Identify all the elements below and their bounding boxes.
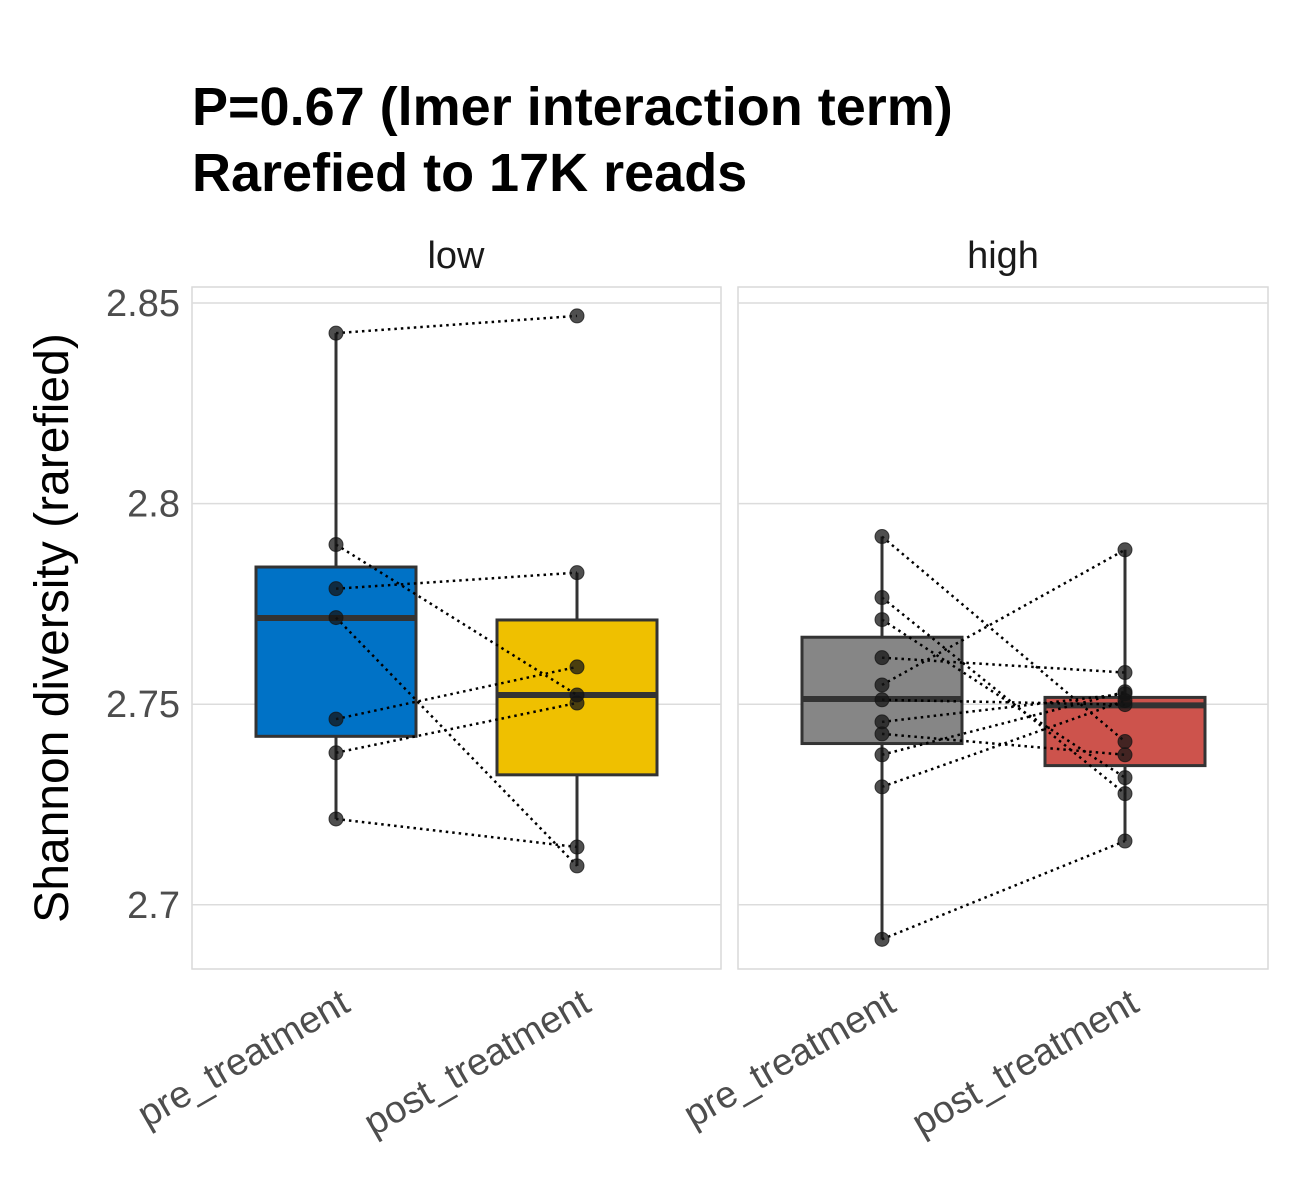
data-point-post bbox=[1117, 770, 1133, 786]
data-point-post bbox=[1117, 786, 1133, 802]
panel-border bbox=[737, 286, 1269, 970]
data-point-pre bbox=[874, 677, 890, 693]
x-tick-label: post_treatment bbox=[905, 981, 1146, 1144]
pair-line bbox=[881, 656, 1126, 674]
pair-line bbox=[881, 699, 1126, 789]
pair-line bbox=[881, 698, 1126, 706]
pair-line bbox=[881, 732, 1126, 757]
data-point-post bbox=[1117, 542, 1133, 558]
facet-high: high bbox=[737, 235, 1269, 970]
data-point-post bbox=[1117, 693, 1133, 709]
pair-line bbox=[335, 665, 578, 721]
facet-low: low bbox=[191, 235, 722, 970]
y-axis-label: Shannon diversity (rarefied) bbox=[26, 333, 79, 923]
x-tick-label: pre_treatment bbox=[131, 981, 357, 1136]
y-tick-label: 2.8 bbox=[127, 484, 180, 526]
data-point-pre bbox=[328, 610, 344, 626]
facet-label-high: high bbox=[967, 235, 1039, 277]
data-point-post bbox=[1117, 747, 1133, 763]
data-point-pre bbox=[874, 747, 890, 763]
panel-border bbox=[191, 286, 722, 970]
y-tick-label: 2.75 bbox=[106, 684, 180, 726]
data-point-post bbox=[569, 565, 585, 581]
data-point-post bbox=[1117, 833, 1133, 849]
data-point-pre bbox=[328, 581, 344, 597]
data-point-pre bbox=[874, 529, 890, 545]
data-point-pre bbox=[328, 711, 344, 727]
facet-label-low: low bbox=[427, 235, 485, 277]
data-point-pre bbox=[328, 325, 344, 341]
data-point-post bbox=[569, 695, 585, 711]
x-tick-label: post_treatment bbox=[357, 981, 598, 1144]
x-axis-ticks: pre_treatment post_treatment pre_treatment… bbox=[131, 981, 1146, 1144]
data-point-post bbox=[1117, 665, 1133, 681]
pair-line bbox=[881, 692, 1126, 724]
pair-line bbox=[881, 535, 1126, 743]
y-tick-label: 2.85 bbox=[106, 283, 180, 325]
data-point-pre bbox=[874, 779, 890, 795]
data-point-pre bbox=[874, 931, 890, 947]
x-tick-label: pre_treatment bbox=[677, 981, 903, 1136]
pair-line bbox=[881, 596, 1126, 795]
data-point-post bbox=[569, 858, 585, 874]
pair-line bbox=[335, 543, 578, 697]
data-point-pre bbox=[874, 650, 890, 666]
data-point-pre bbox=[328, 811, 344, 827]
data-point-pre bbox=[874, 590, 890, 606]
data-point-pre bbox=[874, 692, 890, 708]
pair-line bbox=[881, 548, 1126, 687]
data-point-post bbox=[569, 659, 585, 675]
pair-line bbox=[335, 314, 578, 335]
data-point-pre bbox=[874, 612, 890, 628]
data-point-post bbox=[569, 308, 585, 324]
y-tick-label: 2.7 bbox=[127, 885, 180, 927]
pair-line bbox=[335, 701, 578, 754]
pair-line bbox=[881, 690, 1126, 756]
pair-line bbox=[881, 839, 1126, 941]
pair-line bbox=[335, 571, 578, 590]
chart-title-line-2: Rarefied to 17K reads bbox=[192, 143, 747, 203]
data-point-pre bbox=[328, 537, 344, 553]
pair-line bbox=[335, 616, 578, 867]
data-point-post bbox=[1117, 734, 1133, 750]
y-axis-ticks: 2.7 2.75 2.8 2.85 bbox=[106, 283, 180, 927]
data-point-pre bbox=[874, 726, 890, 742]
pair-line bbox=[335, 817, 578, 849]
data-point-pre bbox=[328, 745, 344, 761]
chart-title-line-1: P=0.67 (lmer interaction term) bbox=[192, 77, 953, 137]
data-point-post bbox=[569, 839, 585, 855]
